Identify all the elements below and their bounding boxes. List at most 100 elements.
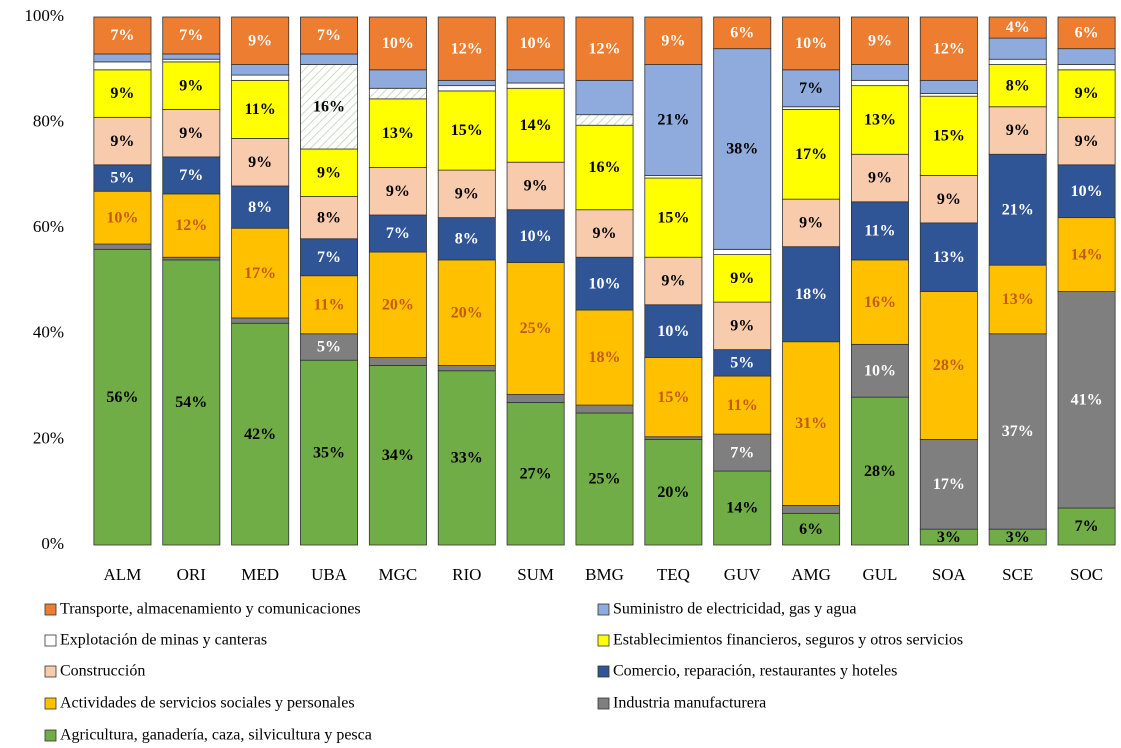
bar-segment bbox=[231, 64, 290, 76]
data-label: 9% bbox=[1075, 133, 1099, 150]
data-label: 6% bbox=[799, 521, 823, 538]
bar-segment bbox=[162, 16, 221, 55]
bar-segment bbox=[437, 16, 496, 81]
x-tick-label: UBA bbox=[311, 565, 348, 584]
data-label: 7% bbox=[799, 80, 823, 97]
data-label: 15% bbox=[657, 389, 689, 406]
bar-segment bbox=[437, 169, 496, 219]
data-label: 17% bbox=[933, 476, 965, 493]
bar-segment bbox=[1057, 64, 1116, 71]
data-label: 9% bbox=[110, 133, 134, 150]
data-label: 13% bbox=[864, 112, 896, 129]
bar-segment bbox=[368, 167, 427, 216]
data-label: 15% bbox=[451, 122, 483, 139]
bar-segment bbox=[368, 357, 427, 366]
data-label: 25% bbox=[589, 471, 621, 488]
data-label: 9% bbox=[179, 77, 203, 94]
bar-segment bbox=[231, 79, 290, 139]
data-label: 10% bbox=[106, 209, 138, 226]
data-label: 10% bbox=[864, 362, 896, 379]
bar-segment bbox=[231, 74, 290, 81]
data-label: 14% bbox=[726, 500, 758, 517]
bar-segment bbox=[368, 214, 427, 253]
data-label: 11% bbox=[313, 296, 344, 313]
y-tick-label: 80% bbox=[33, 112, 64, 131]
bar-segment bbox=[919, 438, 978, 530]
data-label: 11% bbox=[864, 223, 895, 240]
bar-segment bbox=[713, 349, 772, 377]
legend-label: Actividades de servicios sociales y pers… bbox=[60, 695, 355, 712]
data-label: 25% bbox=[520, 320, 552, 337]
data-label: 9% bbox=[1006, 122, 1030, 139]
bar-segment bbox=[300, 359, 359, 546]
data-label: 41% bbox=[1071, 391, 1103, 408]
data-label: 3% bbox=[937, 529, 961, 546]
bar-segment bbox=[713, 375, 772, 435]
data-label: 42% bbox=[244, 426, 276, 443]
bar-segment bbox=[713, 48, 772, 250]
data-label: 16% bbox=[864, 294, 896, 311]
data-label: 15% bbox=[933, 127, 965, 144]
bar-segment bbox=[988, 37, 1047, 60]
bar-segment bbox=[1057, 217, 1116, 292]
data-label: 15% bbox=[657, 209, 689, 226]
data-label: 9% bbox=[317, 164, 341, 181]
data-label: 9% bbox=[937, 191, 961, 208]
bar-segment bbox=[782, 69, 841, 108]
bar-segment bbox=[93, 16, 152, 55]
bar-segment bbox=[644, 256, 703, 306]
bar-segment bbox=[713, 248, 772, 256]
y-tick-label: 60% bbox=[33, 217, 64, 236]
data-label: 10% bbox=[657, 323, 689, 340]
bar-segment bbox=[437, 79, 496, 87]
bar-segment bbox=[437, 85, 496, 92]
legend-label: Construcción bbox=[60, 663, 145, 680]
x-tick-label: SOA bbox=[932, 565, 967, 584]
data-label: 9% bbox=[248, 32, 272, 49]
bar-segment bbox=[368, 251, 427, 358]
data-label: 17% bbox=[244, 265, 276, 282]
bar-segment bbox=[919, 222, 978, 292]
bar-segment bbox=[300, 64, 359, 150]
data-label: 8% bbox=[455, 230, 479, 247]
bar-segment bbox=[1057, 69, 1116, 118]
data-label: 21% bbox=[1002, 201, 1034, 218]
data-label: 12% bbox=[933, 40, 965, 57]
data-label: 9% bbox=[455, 186, 479, 203]
bar-segment bbox=[506, 209, 565, 263]
data-label: 8% bbox=[248, 199, 272, 216]
data-label: 5% bbox=[317, 339, 341, 356]
data-label: 9% bbox=[661, 32, 685, 49]
data-label: 17% bbox=[795, 146, 827, 163]
bar-segment bbox=[644, 357, 703, 438]
bar-segment bbox=[1057, 164, 1116, 219]
data-label: 12% bbox=[589, 40, 621, 57]
x-tick-label: SCE bbox=[1002, 565, 1033, 584]
bar-segment bbox=[575, 16, 634, 81]
bar-segment bbox=[575, 79, 634, 116]
data-label: 4% bbox=[1006, 19, 1030, 36]
data-label: 10% bbox=[382, 35, 414, 52]
bar-segment bbox=[93, 53, 152, 63]
x-tick-label: AMG bbox=[791, 565, 831, 584]
legend-swatch bbox=[597, 603, 610, 616]
bar-segment bbox=[1057, 291, 1116, 509]
legend-swatch bbox=[44, 603, 57, 616]
bar-segment bbox=[506, 82, 565, 89]
data-label: 6% bbox=[1075, 25, 1099, 42]
y-tick-label: 100% bbox=[24, 6, 64, 25]
bar-segment bbox=[300, 275, 359, 335]
x-tick-label: MED bbox=[241, 565, 279, 584]
bar-segment bbox=[162, 53, 221, 60]
bar-segment bbox=[93, 190, 152, 245]
bar-segment bbox=[231, 16, 290, 65]
bar-segment bbox=[162, 193, 221, 258]
bar-segment bbox=[575, 404, 634, 414]
bar-segment bbox=[231, 317, 290, 324]
data-label: 14% bbox=[1071, 246, 1103, 263]
bar-segment bbox=[162, 109, 221, 158]
bar-segment bbox=[93, 69, 152, 118]
bar-segment bbox=[850, 343, 909, 398]
data-label: 7% bbox=[179, 167, 203, 184]
bar-segment bbox=[231, 138, 290, 187]
